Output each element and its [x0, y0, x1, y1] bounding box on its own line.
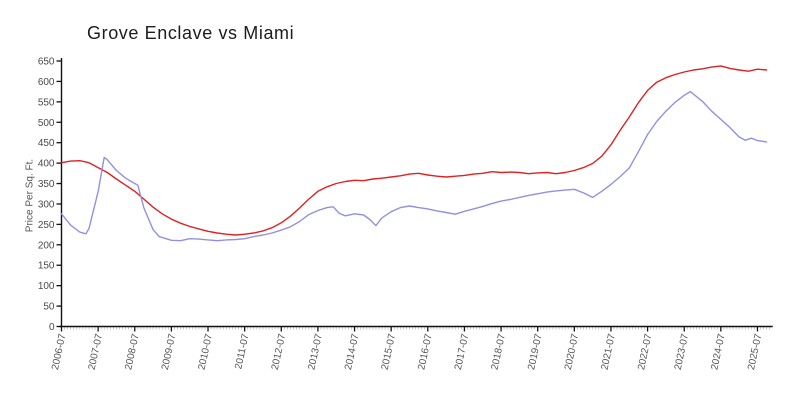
- x-tick-label: 2021-07: [599, 332, 617, 371]
- x-tick-label: 2011-07: [233, 332, 251, 370]
- x-tick-label: 2023-07: [673, 332, 691, 371]
- x-tick-labels: 2006-07 2007-07 2008-07 2009-07 2010-07 2011-…: [50, 332, 764, 371]
- x-tick-label: 2020-07: [563, 332, 581, 371]
- y-tick-label: 150: [38, 261, 55, 272]
- y-tick-label: 0: [49, 322, 55, 333]
- y-tick-label: 100: [38, 281, 55, 292]
- x-tick-label: 2007-07: [87, 332, 105, 371]
- x-tick-label: 2015-07: [380, 332, 398, 371]
- x-tick-label: 2017-07: [453, 332, 471, 371]
- red-line: [60, 65, 768, 236]
- blue-line: [60, 90, 768, 242]
- y-tick-label: 50: [43, 302, 55, 313]
- x-tick-label: 2022-07: [636, 332, 654, 371]
- x-tick-label: 2010-07: [197, 332, 215, 371]
- x-tick-label: 2013-07: [306, 332, 324, 371]
- chart-title: Grove Enclave vs Miami: [87, 23, 295, 43]
- x-tick-label: 2016-07: [416, 332, 434, 371]
- x-tick-label: 2014-07: [343, 332, 361, 371]
- y-tick-label: 500: [38, 118, 55, 129]
- axes: [59, 58, 773, 328]
- y-tick-label: 450: [38, 138, 55, 149]
- y-major-ticks: [56, 60, 62, 328]
- y-tick-label: 550: [38, 97, 55, 108]
- x-major-ticks: [60, 326, 759, 332]
- x-tick-label: 2024-07: [709, 332, 727, 371]
- x-tick-label: 2025-07: [746, 332, 764, 371]
- y-tick-labels: 0 50 100 150 200 250 300 350 400 450 500 550 600 650: [38, 57, 55, 334]
- y-tick-label: 650: [38, 57, 55, 68]
- y-tick-label: 200: [38, 240, 55, 251]
- x-tick-label: 2018-07: [490, 332, 508, 371]
- x-tick-label: 2019-07: [526, 332, 544, 371]
- y-tick-label: 250: [38, 220, 55, 231]
- x-tick-label: 2009-07: [160, 332, 178, 371]
- y-tick-label: 400: [38, 159, 55, 170]
- x-tick-label: 2012-07: [270, 332, 288, 371]
- x-tick-label: 2008-07: [123, 332, 141, 371]
- y-tick-label: 350: [38, 179, 55, 190]
- x-tick-label: 2006-07: [50, 332, 68, 371]
- y-tick-label: 600: [38, 77, 55, 88]
- series-lines: [60, 65, 768, 242]
- y-tick-label: 300: [38, 199, 55, 210]
